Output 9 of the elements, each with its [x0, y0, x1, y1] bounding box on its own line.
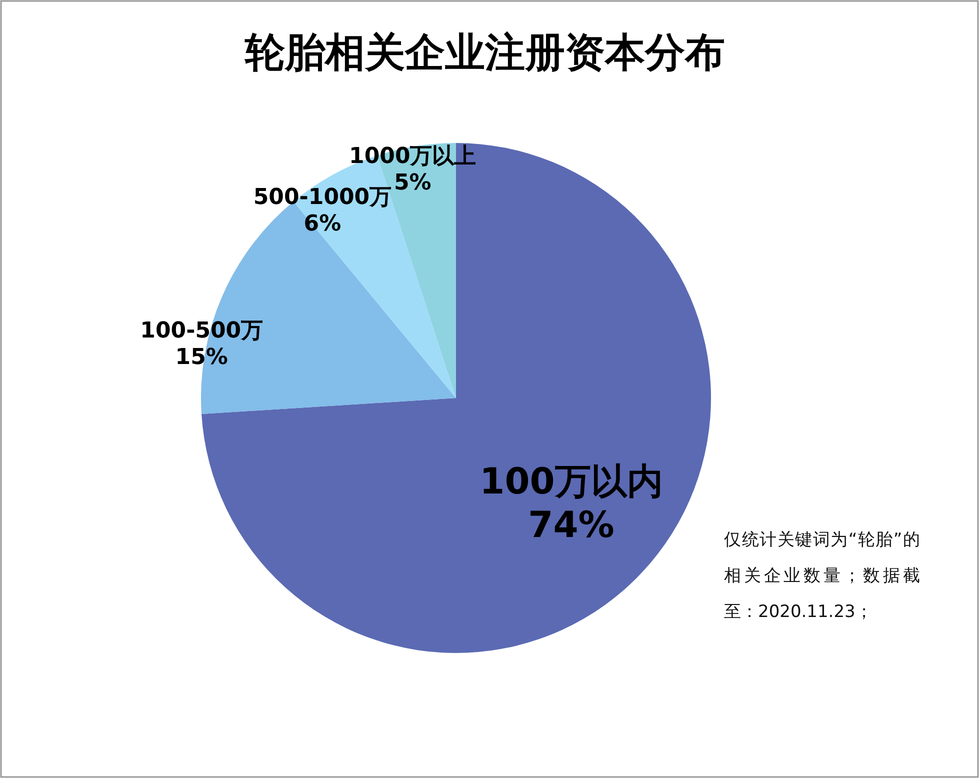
text: 仅统计关键词为“轮胎”的相关企业数量；数据截至：2020.11.23； — [724, 529, 920, 624]
data-label: 5% — [394, 170, 432, 196]
slice-label: 100-500万 — [140, 318, 264, 344]
data-label: 74% — [528, 504, 614, 546]
slice-label: 100万以内 — [480, 462, 663, 503]
chart-title: 轮胎相关企业注册资本分布 — [244, 30, 725, 76]
data-label: 15% — [175, 344, 228, 370]
data-label: 6% — [304, 212, 342, 237]
slice-label: 500-1000万 — [253, 185, 392, 210]
